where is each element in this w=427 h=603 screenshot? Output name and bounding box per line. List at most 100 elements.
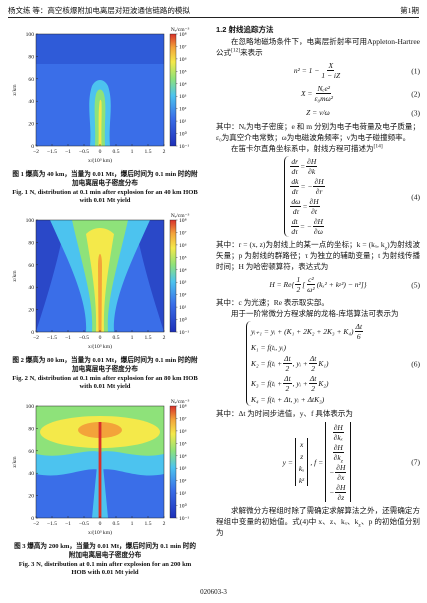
x-tick-label: 2 (163, 335, 166, 341)
text-run: K₂ = f(tᵢ + (250, 359, 283, 368)
y-tick-label: 20 (28, 308, 34, 314)
equation-number: (5) (411, 280, 420, 289)
denominator: ε₀mω² (314, 94, 334, 103)
y-axis-label: z/km (12, 270, 18, 282)
text-column: 1.2 射线追踪方法 在忽略地磁场条件下，电离层折射率可用Appleton-Har… (216, 24, 420, 538)
x-tick-label: −1.5 (47, 335, 57, 341)
text-run: ²) − n²]} (341, 280, 367, 289)
caption-cn: 图 1 爆高为 40 km，当量为 0.01 Mt，爆后时间为 0.1 min … (12, 171, 198, 187)
denominator: ∂kz (333, 452, 344, 464)
y-tick-label: 40 (28, 285, 34, 291)
colorbar (169, 219, 177, 333)
y-tick-label: 0 (31, 330, 34, 336)
x-tick-label: −0.5 (79, 521, 89, 527)
equation-line: yᵢ₊₁ = yᵢ + (K₁ + 2K₂ + 2K₃ + K₄) Δt 6 (251, 322, 364, 341)
vector-entry: z (300, 451, 303, 462)
text-run: x (299, 439, 304, 449)
density-map (36, 406, 164, 518)
equation-body: H = Re{1 2[c² ω² (kₓ² + k z ²) − n²]} (269, 274, 366, 295)
density-map (36, 34, 164, 146)
caption-en: Fig. 2 Nₑ distribution at 0.1 min after … (12, 374, 198, 391)
text-run: k (298, 475, 303, 485)
text-run: )为射线波矢量；p 为射线的群路径；τ 为独立的辅助变量；t 为射线传播时间；H… (216, 240, 421, 271)
equation-number: (3) (411, 108, 420, 117)
equation-line: dt dτ = − ∂H ∂ω (289, 217, 325, 236)
x-tick-label: −1 (65, 335, 71, 341)
denominator: dτ (291, 167, 298, 176)
citation: [12] (231, 47, 241, 54)
fraction: Δt 2 (283, 354, 292, 373)
y-tick-label: 100 (26, 32, 35, 38)
denominator: ∂t (311, 207, 317, 216)
colorbar-tick-label: 10⁶ (179, 57, 187, 63)
denominator: 2 (296, 285, 301, 294)
x-tick-label: 0 (99, 149, 102, 155)
equation-body: dr dτ = ∂H ∂k dk dτ = − ∂H ∂r dω dτ = ∂H ∂t dt dτ =… (284, 156, 325, 237)
x-tick-label: −2 (33, 335, 39, 341)
paragraph: 在笛卡尔直角坐标系中，射线方程可描述为[14] (216, 143, 420, 154)
subscript: z (358, 522, 361, 529)
x-tick-label: 1.5 (145, 521, 152, 527)
fraction: Δt 2 (308, 354, 318, 373)
colorbar-tick-label: 10⁰ (179, 503, 188, 510)
colorbar-tick-label: 10⁰ (179, 131, 188, 138)
text-run: K₁) (318, 359, 329, 368)
y-tick-label: 80 (28, 426, 34, 432)
vector-entry: − ∂H ∂x (329, 463, 347, 482)
equation-number: (6) (411, 359, 420, 368)
denominator: dτ (292, 207, 300, 216)
text-run: K₄ = f(tᵢ + Δt, yᵢ + ΔtK₃) (250, 395, 325, 404)
y-tick-label: 60 (28, 449, 34, 455)
y-tick-label: 40 (28, 99, 34, 105)
text-run: K₂) (318, 379, 329, 388)
text-run: (kₓ² + k (316, 280, 340, 289)
fraction: Δt 6 (354, 322, 364, 341)
x-tick-label: 0 (99, 521, 102, 527)
fraction: dr dτ (290, 157, 300, 176)
text-run: K₁ = f(tᵢ, yᵢ) (250, 343, 286, 352)
text-run: 其中：r = (x, z)为射线上的某一点的坐标；k = (kₓ, k (216, 240, 385, 249)
equation-line: y = x z kₓ k z, f = ∂H ∂kₓ ∂H ∂kz − ∂H ∂x − ∂H ∂z (283, 422, 354, 502)
fraction: dk dτ (290, 177, 300, 196)
text-run: , f = (310, 457, 324, 467)
text-run: 1.2 射线追踪方法 (216, 25, 274, 34)
figure-caption: 图 2 爆高为 80 km，当量为 0.01 Mt，爆后时间为 0.1 min … (12, 357, 198, 392)
numerator: ∂H (313, 177, 325, 187)
colorbar-tick-label: 10³ (179, 94, 187, 100)
numerator: ∂H (335, 462, 347, 473)
fraction: ∂H ∂t (308, 197, 320, 216)
y-tick-label: 80 (28, 54, 34, 60)
numerator: dω (290, 197, 302, 207)
text-run: ∂k (333, 452, 341, 462)
text-run: 其中：Nₑ为电子密度；e 和 m 分别为电子电荷量及电子质量；ε₀为真空介电常数… (216, 122, 420, 142)
text-run: [ (302, 280, 306, 289)
denominator: ∂k (308, 167, 316, 176)
equation-number: (1) (411, 66, 420, 75)
colorbar-tick-label: 10⁵ (179, 441, 187, 447)
colorbar-label: Nₑ/cm⁻³ (171, 399, 190, 405)
equation-body: X = Nₑe² ε₀mω² (301, 83, 335, 104)
x-axis-label: x/(10³ km) (88, 343, 112, 350)
numerator: Nₑe² (316, 84, 332, 94)
colorbar-tick-label: 10² (179, 479, 187, 485)
text-run: n² = 1 − (293, 66, 320, 75)
y-tick-label: 0 (31, 144, 34, 150)
colorbar-tick-label: 10⁸ (179, 32, 187, 38)
x-tick-label: −0.5 (79, 149, 89, 155)
colorbar-tick-label: 10⁻¹ (179, 516, 190, 522)
equation-line: dr dτ = ∂H ∂k (289, 157, 325, 176)
numerator: ∂H (306, 157, 318, 167)
colorbar (169, 405, 177, 519)
equation: yᵢ₊₁ = yᵢ + (K₁ + 2K₂ + 2K₃ + K₄) Δt 6 K₁ =… (216, 321, 420, 406)
fraction: ∂H ∂kₓ (332, 423, 344, 442)
colorbar-tick-label: 10⁶ (179, 243, 187, 249)
text-run: = (300, 162, 306, 171)
vector-entry: − ∂H ∂z (329, 483, 347, 502)
colorbar-tick-label: 10¹ (179, 491, 187, 497)
subscript: z (384, 245, 388, 252)
numerator: Δt (308, 374, 318, 384)
denominator: ∂r (315, 187, 323, 196)
paragraph: 其中：r = (x, z)为射线上的某一点的坐标；k = (kₓ, kz)为射线… (216, 239, 420, 272)
